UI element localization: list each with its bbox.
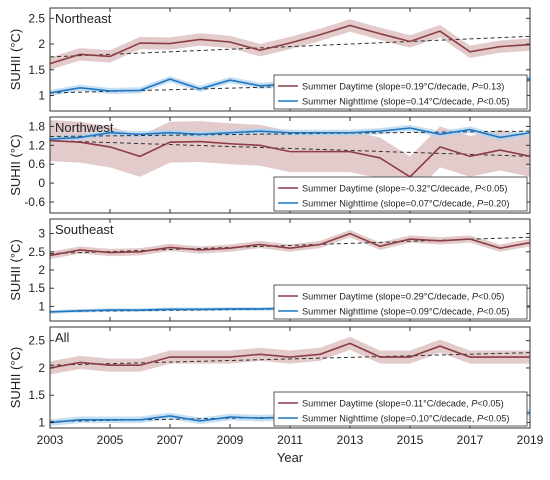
y-axis-label: SUHII (°C) xyxy=(8,347,23,409)
legend-box xyxy=(273,391,528,427)
y-tick-label: 1.8 xyxy=(28,119,45,133)
series-line-daytime xyxy=(49,24,531,65)
confidence-band-daytime xyxy=(50,336,530,375)
legend-label: Summer Daytime (slope=0.29°C/decade, P<0… xyxy=(302,292,504,302)
y-axis-label: SUHII (°C) xyxy=(8,239,23,301)
x-tick-label: 2019 xyxy=(517,433,544,447)
y-tick-label: -0.6 xyxy=(24,195,45,209)
series-line-daytime xyxy=(49,342,530,369)
panel-title: Northeast xyxy=(55,11,112,26)
confidence-band-daytime xyxy=(50,19,530,70)
legend-label: Summer Daytime (slope=-0.32°C/decade, P<… xyxy=(302,184,507,194)
legend-box xyxy=(273,284,528,320)
x-tick-label: 2007 xyxy=(157,433,184,447)
panel-southeast: 1 1.5 2 2.5 3 SUHII (°C) Southeast Summer Dayti… xyxy=(8,218,531,322)
legend: Summer Daytime (slope=0.19°C/decade, P=0… xyxy=(273,74,528,110)
panel-northwest: -0.6 0 0.6 1.2 1.8 SUHII (°C) Northwest Summer … xyxy=(8,116,531,214)
panel-title: Southeast xyxy=(55,222,114,237)
legend: Summer Daytime (slope=0.11°C/decade, P<0… xyxy=(273,391,528,427)
y-tick-label: 1 xyxy=(38,416,45,430)
y-tick-label: 1.5 xyxy=(28,63,45,77)
legend-label: Summer Nighttime (slope=0.10°C/decade, P… xyxy=(302,414,509,424)
y-tick-label: 1 xyxy=(38,299,45,313)
x-tick-label: 2011 xyxy=(277,433,303,447)
y-tick-label: 0.6 xyxy=(28,157,45,171)
panel-northeast: 1 1.5 2 2.5 SUHII (°C) Northeast Summer Daytim… xyxy=(8,7,531,112)
trend-line-daytime xyxy=(49,352,531,366)
y-tick-label: 3 xyxy=(38,227,45,241)
y-tick-label: 1.2 xyxy=(28,138,45,152)
series-line-nighttime xyxy=(49,127,531,140)
y-tick-label: 1 xyxy=(38,89,45,103)
x-tick-label: 2009 xyxy=(217,433,244,447)
y-tick-label: 1.5 xyxy=(28,388,45,402)
panel-title: Northwest xyxy=(55,120,114,135)
x-tick-label: 2005 xyxy=(97,433,124,447)
series-line-daytime xyxy=(49,232,531,257)
panel-all: 1 1.5 2 2.5 SUHII (°C) All Summer Daytime (slo… xyxy=(8,326,531,430)
y-tick-label: 2 xyxy=(38,37,45,51)
x-tick-label: 2003 xyxy=(37,433,64,447)
x-tick-label: 2013 xyxy=(337,433,364,447)
panel-title: All xyxy=(55,330,70,345)
y-tick-label: 1.5 xyxy=(28,281,45,295)
x-tick-label: 2017 xyxy=(457,433,484,447)
x-tick-label: 2015 xyxy=(397,433,424,447)
legend-label: Summer Nighttime (slope=0.09°C/decade, P… xyxy=(302,307,509,317)
y-tick-label: 2 xyxy=(38,361,45,375)
legend: Summer Daytime (slope=-0.32°C/decade, P<… xyxy=(273,176,528,212)
trend-line-daytime xyxy=(49,35,531,58)
y-tick-label: 2 xyxy=(38,263,45,277)
y-axis-label: SUHII (°C) xyxy=(8,29,23,91)
confidence-band-daytime xyxy=(50,229,530,260)
legend-label: Summer Daytime (slope=0.19°C/decade, P=0… xyxy=(302,82,504,92)
legend-label: Summer Daytime (slope=0.11°C/decade, P<0… xyxy=(302,399,504,409)
legend-label: Summer Nighttime (slope=0.14°C/decade, P… xyxy=(302,97,509,107)
legend: Summer Daytime (slope=0.29°C/decade, P<0… xyxy=(273,284,528,320)
y-tick-label: 2.5 xyxy=(28,11,45,25)
y-tick-label: 2.5 xyxy=(28,245,45,259)
series-line-daytime xyxy=(49,139,531,178)
y-tick-label: 2.5 xyxy=(28,334,45,348)
legend-box xyxy=(273,74,528,110)
y-tick-label: 0 xyxy=(38,176,45,190)
x-axis-label: Year xyxy=(277,450,304,465)
trend-line-daytime xyxy=(49,140,531,157)
y-axis-label: SUHII (°C) xyxy=(8,134,23,196)
legend-label: Summer Nighttime (slope=0.07°C/decade, P… xyxy=(302,199,509,209)
legend-box xyxy=(273,176,528,212)
